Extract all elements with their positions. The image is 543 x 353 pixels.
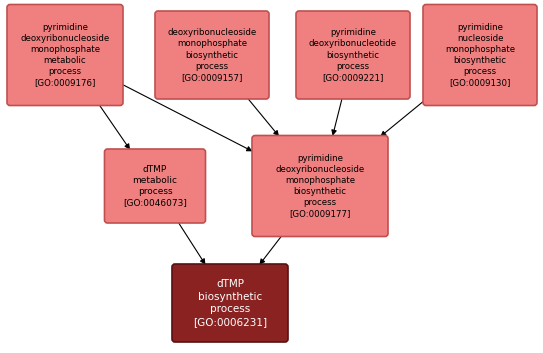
- FancyBboxPatch shape: [104, 149, 205, 223]
- FancyBboxPatch shape: [7, 5, 123, 106]
- FancyBboxPatch shape: [155, 11, 269, 99]
- Text: dTMP
metabolic
process
[GO:0046073]: dTMP metabolic process [GO:0046073]: [123, 165, 187, 207]
- Text: deoxyribonucleoside
monophosphate
biosynthetic
process
[GO:0009157]: deoxyribonucleoside monophosphate biosyn…: [167, 28, 257, 82]
- FancyBboxPatch shape: [172, 264, 288, 342]
- Text: pyrimidine
nucleoside
monophosphate
biosynthetic
process
[GO:0009130]: pyrimidine nucleoside monophosphate bios…: [445, 23, 515, 87]
- FancyBboxPatch shape: [296, 11, 410, 99]
- FancyBboxPatch shape: [252, 136, 388, 237]
- Text: dTMP
biosynthetic
process
[GO:0006231]: dTMP biosynthetic process [GO:0006231]: [193, 280, 267, 327]
- FancyBboxPatch shape: [423, 5, 537, 106]
- Text: pyrimidine
deoxyribonucleoside
monophosphate
biosynthetic
process
[GO:0009177]: pyrimidine deoxyribonucleoside monophosp…: [275, 154, 365, 218]
- Text: pyrimidine
deoxyribonucleotide
biosynthetic
process
[GO:0009221]: pyrimidine deoxyribonucleotide biosynthe…: [309, 28, 397, 82]
- Text: pyrimidine
deoxyribonucleoside
monophosphate
metabolic
process
[GO:0009176]: pyrimidine deoxyribonucleoside monophosp…: [21, 23, 110, 87]
